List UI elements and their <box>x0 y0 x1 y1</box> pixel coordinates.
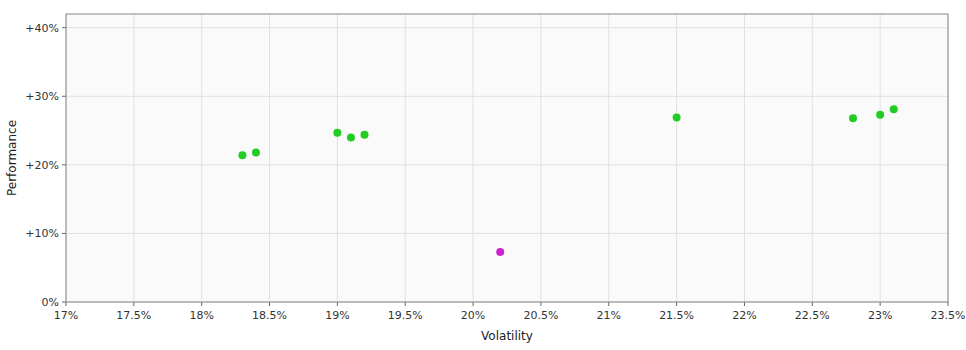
tick-x <box>540 302 541 306</box>
chart: 17% 17.5% 18% 18.5% 19% 19.5% 20% 20.5% 21% 21.5%… <box>0 0 966 350</box>
marks <box>238 105 897 256</box>
grid-line-x <box>744 14 745 302</box>
tick-x <box>744 302 745 306</box>
series <box>238 105 897 159</box>
tick-label-x: 20% <box>461 309 485 322</box>
point <box>252 149 260 157</box>
tick-label-x: 21% <box>597 309 621 322</box>
point <box>673 114 681 122</box>
tick-y <box>62 27 66 28</box>
tick-x <box>948 302 949 306</box>
grid-line-x <box>133 14 134 302</box>
grid-line-y <box>66 233 948 234</box>
point <box>876 111 884 119</box>
tick-x <box>66 302 67 306</box>
grid-line-y <box>66 27 948 28</box>
tick-x <box>337 302 338 306</box>
x-axis-label: Volatility <box>481 329 533 343</box>
tick-x <box>201 302 202 306</box>
tick-y <box>62 302 66 303</box>
tick-label-x: 23% <box>868 309 892 322</box>
point <box>238 151 246 159</box>
point <box>361 131 369 139</box>
axes: 17% 17.5% 18% 18.5% 19% 19.5% 20% 20.5% 21% 21.5%… <box>5 14 965 343</box>
series <box>496 248 504 256</box>
plot-background <box>66 14 948 302</box>
tick-x <box>133 302 134 306</box>
tick-label-x: 18% <box>189 309 213 322</box>
grid-line-x <box>269 14 270 302</box>
tick-label-x: 23.5% <box>931 309 966 322</box>
chart-container: 17% 17.5% 18% 18.5% 19% 19.5% 20% 20.5% 21% 21.5%… <box>0 0 966 350</box>
grid-line-x <box>337 14 338 302</box>
grid-line-y <box>66 164 948 165</box>
tick-y <box>62 96 66 97</box>
tick-x <box>269 302 270 306</box>
tick-x <box>676 302 677 306</box>
grid-line-x <box>676 14 677 302</box>
point <box>849 114 857 122</box>
grid <box>66 14 948 302</box>
tick-label-x: 18.5% <box>252 309 287 322</box>
grid-line-x <box>201 14 202 302</box>
tick-label-x: 17% <box>54 309 78 322</box>
tick-label-x: 22.5% <box>795 309 830 322</box>
tick-label-y: +30% <box>25 90 59 103</box>
grid-line-x <box>608 14 609 302</box>
grid-line-x <box>880 14 881 302</box>
point <box>347 133 355 141</box>
point <box>496 248 504 256</box>
tick-label-x: 20.5% <box>523 309 558 322</box>
grid-line-x <box>540 14 541 302</box>
tick-label-x: 22% <box>732 309 756 322</box>
tick-x <box>608 302 609 306</box>
point <box>890 105 898 113</box>
tick-x <box>473 302 474 306</box>
tick-y <box>62 164 66 165</box>
tick-label-x: 19% <box>325 309 349 322</box>
y-axis-label: Performance <box>5 120 19 196</box>
tick-label-y: +10% <box>25 227 59 240</box>
tick-label-y: +20% <box>25 159 59 172</box>
grid-line-x <box>405 14 406 302</box>
plot-frame <box>66 14 948 302</box>
tick-label-x: 21.5% <box>659 309 694 322</box>
tick-label-x: 19.5% <box>388 309 423 322</box>
grid-line-x <box>473 14 474 302</box>
point <box>333 129 341 137</box>
tick-label-x: 17.5% <box>116 309 151 322</box>
grid-line-x <box>812 14 813 302</box>
tick-x <box>405 302 406 306</box>
grid-line-y <box>66 96 948 97</box>
tick-x <box>880 302 881 306</box>
tick-x <box>812 302 813 306</box>
tick-label-y: 0% <box>42 296 59 309</box>
tick-y <box>62 233 66 234</box>
tick-label-y: +40% <box>25 22 59 35</box>
